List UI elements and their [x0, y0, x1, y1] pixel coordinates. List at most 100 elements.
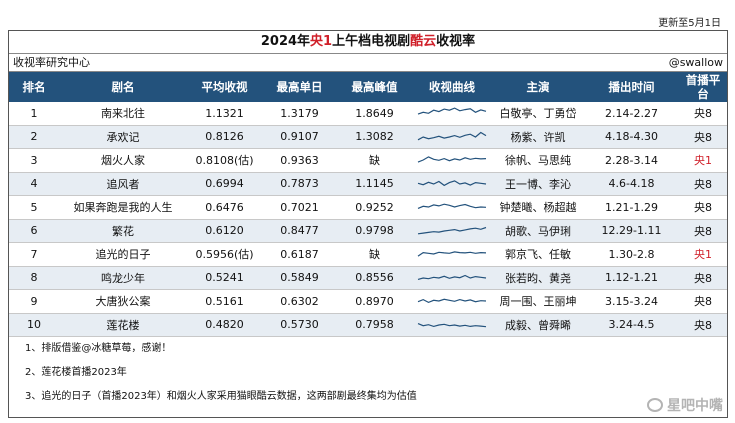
avg-rating-cell: 0.8108(估)	[187, 148, 262, 173]
drama-name-cell: 大唐狄公案	[59, 289, 187, 314]
col-header-rank: 排名	[9, 72, 59, 102]
rating-curve-cell	[412, 266, 492, 290]
drama-name-cell: 烟火人家	[59, 148, 187, 173]
table-body: 1 南来北往 1.1321 1.3179 1.8649 白敬亭、丁勇岱 2.14…	[9, 102, 727, 337]
peak-cell: 0.8970	[337, 289, 412, 314]
max-day-cell: 0.9363	[262, 148, 337, 173]
rating-curve-cell	[412, 313, 492, 337]
rank-cell: 2	[9, 125, 59, 149]
max-day-cell: 0.7873	[262, 172, 337, 196]
col-header-max-day: 最高单日	[262, 72, 337, 102]
drama-name-cell: 如果奔跑是我的人生	[59, 195, 187, 220]
air-time-cell: 12.29-1.11	[584, 219, 679, 243]
cast-cell: 徐帆、马思纯	[492, 148, 584, 173]
table-row: 7 追光的日子 0.5956(估) 0.6187 缺 郭京飞、任敏 1.30-2…	[9, 242, 727, 267]
title-channel: 央1	[310, 34, 333, 49]
ratings-sheet: 2024年央1上午档电视剧酷云收视率 收视率研究中心 @swallow 排名 剧…	[8, 30, 728, 418]
max-day-cell: 0.8477	[262, 219, 337, 243]
avg-rating-cell: 0.5956(估)	[187, 242, 262, 267]
avg-rating-cell: 0.8126	[187, 125, 262, 149]
avg-rating-cell: 0.6994	[187, 172, 262, 196]
col-header-curve: 收视曲线	[412, 72, 492, 102]
drama-name-cell: 南来北往	[59, 102, 187, 126]
subheader: 收视率研究中心 @swallow	[9, 54, 727, 72]
cast-cell: 成毅、曾舜晞	[492, 313, 584, 337]
avg-rating-cell: 0.5161	[187, 289, 262, 314]
cast-cell: 杨紫、许凯	[492, 125, 584, 149]
sparkline-series	[417, 156, 487, 163]
max-day-cell: 0.9107	[262, 125, 337, 149]
table-row: 5 如果奔跑是我的人生 0.6476 0.7021 0.9252 钟楚曦、杨超越…	[9, 195, 727, 220]
sparkline-series	[417, 274, 487, 280]
col-header-cast: 主演	[492, 72, 584, 102]
platform-cell: 央8	[679, 289, 727, 314]
rank-cell: 4	[9, 172, 59, 196]
peak-cell: 0.8556	[337, 266, 412, 290]
sparkline-series	[417, 226, 487, 235]
rating-curve-cell	[412, 242, 492, 267]
sparkline-series	[417, 203, 487, 210]
weibo-icon	[647, 398, 663, 412]
air-time-cell: 1.12-1.21	[584, 266, 679, 290]
platform-cell: 央8	[679, 125, 727, 149]
drama-name-cell: 繁花	[59, 219, 187, 243]
avg-rating-cell: 0.6120	[187, 219, 262, 243]
sparkline-series	[417, 322, 487, 328]
drama-name-cell: 鸣龙少年	[59, 266, 187, 290]
platform-cell: 央8	[679, 102, 727, 126]
rank-cell: 9	[9, 289, 59, 314]
peak-cell: 1.1145	[337, 172, 412, 196]
peak-cell: 1.3082	[337, 125, 412, 149]
col-header-time: 播出时间	[584, 72, 679, 102]
peak-cell: 0.9252	[337, 195, 412, 220]
platform-cell: 央1	[679, 242, 727, 267]
air-time-cell: 3.24-4.5	[584, 313, 679, 337]
air-time-cell: 1.21-1.29	[584, 195, 679, 220]
table-row: 3 烟火人家 0.8108(估) 0.9363 缺 徐帆、马思纯 2.28-3.…	[9, 148, 727, 173]
rank-cell: 5	[9, 195, 59, 220]
cast-cell: 周一围、王丽坤	[492, 289, 584, 314]
title-prefix: 2024年	[260, 34, 311, 49]
rating-curve-sparkline	[417, 107, 487, 115]
rating-curve-sparkline	[417, 179, 487, 186]
sparkline-series	[417, 251, 487, 257]
max-day-cell: 0.7021	[262, 195, 337, 220]
watermark-text: 星吧中嘴	[667, 398, 723, 414]
platform-cell: 央8	[679, 219, 727, 243]
rating-curve-cell	[412, 148, 492, 173]
cast-cell: 白敬亭、丁勇岱	[492, 102, 584, 126]
drama-name-cell: 追光的日子	[59, 242, 187, 267]
max-day-cell: 0.6302	[262, 289, 337, 314]
rating-curve-sparkline	[417, 274, 487, 280]
footnote: 3、追光的日子（首播2023年）和烟火人家采用猫眼酷云数据，这两部剧最终集均为估…	[25, 391, 417, 402]
table-row: 2 承欢记 0.8126 0.9107 1.3082 杨紫、许凯 4.18-4.…	[9, 125, 727, 149]
platform-cell: 央8	[679, 313, 727, 337]
rating-curve-cell	[412, 102, 492, 126]
max-day-cell: 0.6187	[262, 242, 337, 267]
rating-curve-cell	[412, 195, 492, 220]
col-header-avg: 平均收视	[187, 72, 262, 102]
rating-curve-sparkline	[417, 226, 487, 235]
title-middle: 上午档电视剧	[332, 34, 411, 49]
max-day-cell: 0.5730	[262, 313, 337, 337]
rating-curve-sparkline	[417, 251, 487, 257]
col-header-name: 剧名	[59, 72, 187, 102]
title-suffix: 收视率	[436, 34, 476, 49]
page-title: 2024年央1上午档电视剧酷云收视率	[9, 31, 727, 54]
ratings-table: 排名 剧名 平均收视 最高单日 最高峰值 收视曲线 主演 播出时间 首播平台 1…	[9, 72, 727, 337]
peak-cell: 0.7958	[337, 313, 412, 337]
cast-cell: 张若昀、黄尧	[492, 266, 584, 290]
platform-cell: 央8	[679, 195, 727, 220]
rating-curve-sparkline	[417, 131, 487, 141]
rating-curve-sparkline	[417, 203, 487, 210]
table-row: 10 莲花楼 0.4820 0.5730 0.7958 成毅、曾舜晞 3.24-…	[9, 313, 727, 337]
rating-curve-sparkline	[417, 322, 487, 328]
footnotes: 1、排版借鉴@冰糖草莓，感谢！ 2、莲花楼首播2023年 3、追光的日子（首播2…	[9, 337, 727, 409]
sparkline-series	[417, 298, 487, 304]
cast-cell: 胡歌、马伊琍	[492, 219, 584, 243]
rating-curve-cell	[412, 219, 492, 243]
cast-cell: 郭京飞、任敏	[492, 242, 584, 267]
avg-rating-cell: 1.1321	[187, 102, 262, 126]
rank-cell: 8	[9, 266, 59, 290]
air-time-cell: 3.15-3.24	[584, 289, 679, 314]
